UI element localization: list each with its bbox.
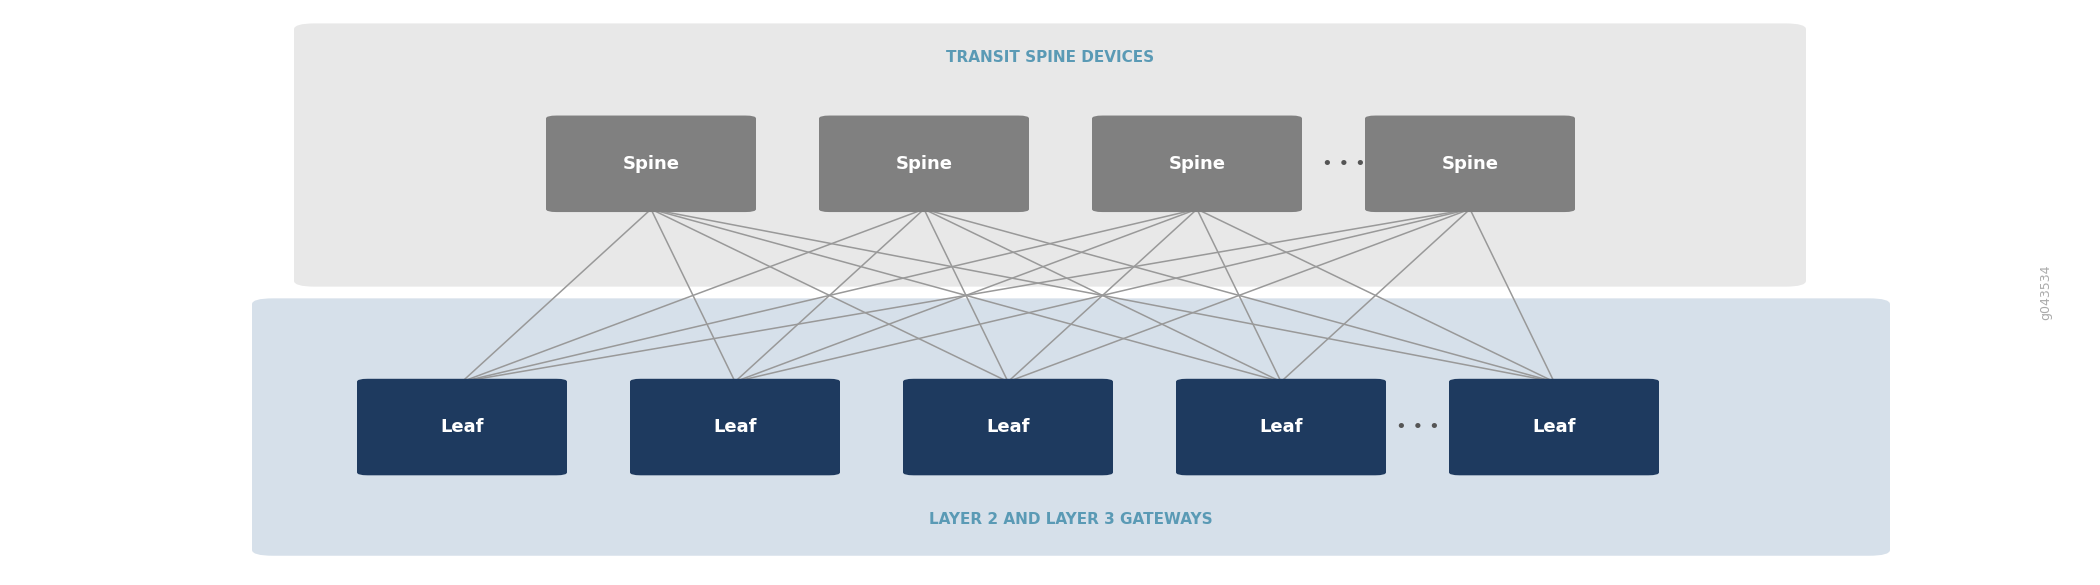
FancyBboxPatch shape [546,116,756,212]
FancyBboxPatch shape [252,298,1890,556]
FancyBboxPatch shape [819,116,1029,212]
FancyBboxPatch shape [903,379,1113,475]
Text: Spine: Spine [895,155,953,173]
Text: Leaf: Leaf [1260,418,1302,436]
Text: g043534: g043534 [2039,265,2052,320]
Text: Spine: Spine [1168,155,1226,173]
Text: Spine: Spine [1441,155,1499,173]
Text: Spine: Spine [622,155,680,173]
Text: TRANSIT SPINE DEVICES: TRANSIT SPINE DEVICES [945,50,1155,65]
Text: LAYER 2 AND LAYER 3 GATEWAYS: LAYER 2 AND LAYER 3 GATEWAYS [928,511,1214,526]
FancyBboxPatch shape [630,379,840,475]
FancyBboxPatch shape [357,379,567,475]
Text: Leaf: Leaf [987,418,1029,436]
FancyBboxPatch shape [1092,116,1302,212]
Text: Leaf: Leaf [441,418,483,436]
Text: • • •: • • • [1323,155,1365,173]
FancyBboxPatch shape [1449,379,1659,475]
FancyBboxPatch shape [1176,379,1386,475]
Text: Leaf: Leaf [714,418,756,436]
Text: • • •: • • • [1396,418,1438,436]
FancyBboxPatch shape [294,23,1806,287]
FancyBboxPatch shape [1365,116,1575,212]
Text: Leaf: Leaf [1533,418,1575,436]
